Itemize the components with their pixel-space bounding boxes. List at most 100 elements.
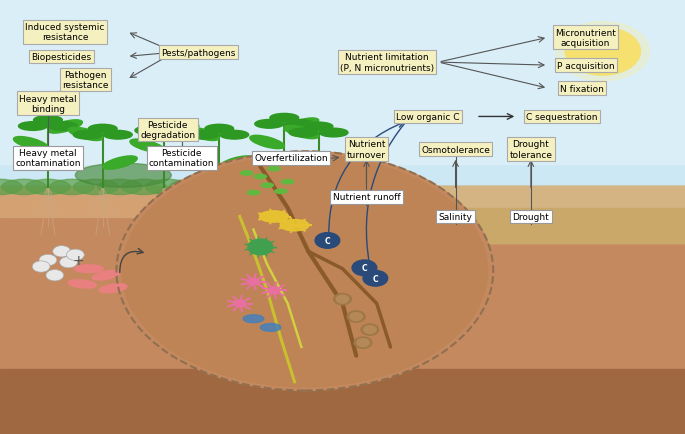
Ellipse shape (242, 180, 286, 195)
Ellipse shape (146, 180, 190, 195)
Ellipse shape (260, 324, 281, 332)
Ellipse shape (314, 180, 358, 195)
Text: Pests/pathogens: Pests/pathogens (162, 49, 236, 57)
Ellipse shape (150, 121, 179, 129)
Text: P acquisition: P acquisition (557, 62, 614, 70)
Text: N fixation: N fixation (560, 85, 604, 93)
Ellipse shape (220, 131, 249, 140)
Circle shape (248, 279, 259, 286)
Text: Drought: Drought (512, 213, 549, 221)
Circle shape (39, 255, 57, 266)
Bar (0, 0, 685, 165)
Ellipse shape (75, 164, 171, 188)
Ellipse shape (362, 180, 406, 195)
Circle shape (53, 246, 71, 257)
Ellipse shape (48, 121, 82, 134)
Text: +: + (73, 253, 84, 267)
Ellipse shape (50, 180, 95, 195)
Ellipse shape (219, 157, 253, 170)
Bar (0, 0, 685, 243)
Ellipse shape (99, 284, 127, 293)
Ellipse shape (185, 128, 219, 141)
Circle shape (269, 287, 279, 294)
Bar (411, 208, 685, 243)
Ellipse shape (329, 206, 390, 221)
Ellipse shape (319, 129, 348, 138)
Circle shape (336, 296, 349, 303)
Ellipse shape (280, 220, 309, 231)
Circle shape (116, 152, 493, 391)
Ellipse shape (0, 180, 23, 195)
Ellipse shape (270, 114, 299, 123)
Ellipse shape (74, 180, 119, 195)
Ellipse shape (266, 180, 310, 195)
Text: Drought
tolerance: Drought tolerance (510, 140, 552, 159)
Ellipse shape (304, 123, 333, 132)
Ellipse shape (130, 140, 164, 153)
Text: Nutrient
turnover: Nutrient turnover (347, 140, 386, 159)
Circle shape (556, 23, 649, 82)
Ellipse shape (164, 124, 199, 138)
Ellipse shape (164, 155, 199, 168)
Text: Pesticide
degradation: Pesticide degradation (140, 121, 195, 140)
Ellipse shape (308, 198, 397, 222)
Ellipse shape (284, 126, 319, 139)
Ellipse shape (88, 125, 117, 134)
Text: Nutrient limitation
(P, N micronutrients): Nutrient limitation (P, N micronutrients… (340, 53, 434, 72)
Ellipse shape (254, 175, 266, 179)
Ellipse shape (49, 122, 77, 131)
Circle shape (122, 155, 488, 387)
Ellipse shape (75, 265, 103, 273)
Ellipse shape (122, 180, 166, 195)
Ellipse shape (194, 180, 238, 195)
Bar (0, 369, 685, 434)
Circle shape (66, 250, 84, 261)
Ellipse shape (285, 120, 314, 129)
Text: Overfertilization: Overfertilization (254, 154, 328, 163)
Text: Low organic C: Low organic C (397, 113, 460, 122)
Circle shape (347, 311, 365, 322)
Ellipse shape (48, 154, 82, 167)
Ellipse shape (26, 180, 71, 195)
Circle shape (354, 337, 372, 349)
Text: C: C (325, 237, 330, 245)
Ellipse shape (284, 118, 319, 132)
Text: Heavy metal
contamination: Heavy metal contamination (15, 149, 81, 168)
Text: Micronutrient
acquisition: Micronutrient acquisition (556, 29, 616, 48)
Text: C sequestration: C sequestration (526, 113, 597, 122)
Ellipse shape (98, 180, 142, 195)
Ellipse shape (165, 127, 194, 135)
Text: Pesticide
contamination: Pesticide contamination (149, 149, 214, 168)
Text: Nutrient runoff: Nutrient runoff (333, 193, 400, 202)
Text: C: C (362, 264, 367, 273)
Text: Osmotolerance: Osmotolerance (421, 145, 490, 154)
Text: Salinity: Salinity (438, 213, 473, 221)
Circle shape (248, 240, 273, 255)
Ellipse shape (103, 157, 137, 170)
Text: C: C (373, 274, 378, 283)
Ellipse shape (275, 190, 287, 194)
Circle shape (234, 300, 245, 307)
Circle shape (32, 261, 50, 273)
Circle shape (357, 339, 369, 347)
Ellipse shape (260, 211, 288, 223)
Circle shape (565, 28, 640, 76)
Text: Biopesticides: Biopesticides (32, 53, 92, 62)
Ellipse shape (261, 184, 273, 188)
Ellipse shape (223, 168, 298, 189)
Circle shape (46, 270, 64, 281)
Ellipse shape (2, 180, 47, 195)
Ellipse shape (250, 136, 284, 149)
Ellipse shape (289, 129, 318, 138)
Ellipse shape (92, 271, 120, 280)
Ellipse shape (73, 131, 102, 140)
Ellipse shape (68, 280, 97, 289)
Circle shape (334, 294, 351, 305)
Ellipse shape (268, 167, 280, 171)
Ellipse shape (18, 122, 47, 131)
Ellipse shape (218, 180, 262, 195)
Ellipse shape (243, 315, 264, 323)
Circle shape (350, 313, 362, 321)
Bar (0, 187, 685, 217)
Circle shape (315, 233, 340, 249)
